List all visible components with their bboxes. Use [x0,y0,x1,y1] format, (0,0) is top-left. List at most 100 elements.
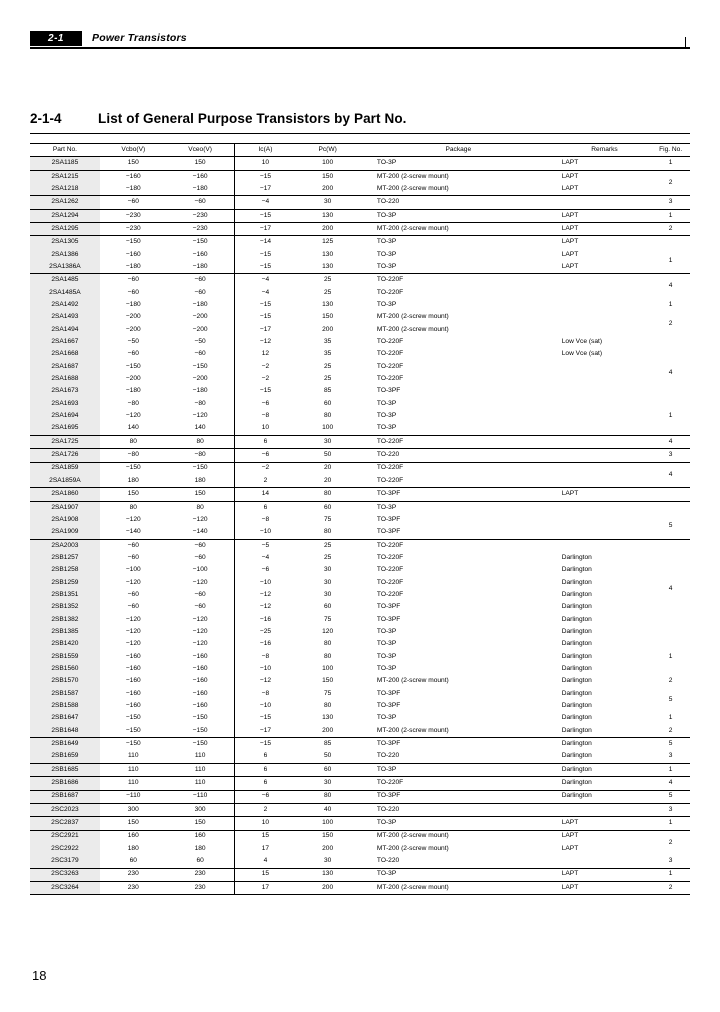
cell-package: TO-3P [376,652,397,660]
cell-package: TO-220F [358,776,558,791]
cell-pc: 20 [323,476,332,484]
cell-remarks: Darlington [561,652,592,660]
cell-package: TO-3P [376,627,397,635]
cell-part-no: 2SC2922 [30,842,100,856]
cell-ic: −4 [261,288,270,296]
cell-vceo: 80 [166,500,235,514]
cell-vcbo: −160 [125,652,141,660]
table-row: 2SA1694 −120 −120 −8 80 TO-3P 1 [30,410,690,423]
cell-part-no: 2SB1587 [30,687,100,701]
cell-package: TO-220F [358,538,558,552]
cell-fig-no: 3 [668,752,673,760]
header-rule [30,47,690,49]
cell-fig-no: 2 [651,829,690,856]
cell-package: TO-3PF [376,689,401,697]
cell-vcbo: −120 [125,515,141,523]
cell-remarks: LAPT [557,156,652,171]
cell-vceo: −160 [166,687,235,701]
table-row: 2SB1382 −120 −120 −16 75 TO-3PF Darlington [30,613,690,627]
cell-package: MT-200 (2-screw mount) [358,880,558,896]
cell-part-no: 2SC2837 [30,816,100,831]
cell-remarks: Darlington [561,714,592,722]
cell-ic: −8 [261,689,270,697]
cell-fig-no [651,487,690,502]
parts-table-wrap: Part No. Vcbo(V) Vceo(V) Ic(A) Pc(W) Pac… [30,142,690,896]
cell-fig-no: 2 [668,677,673,685]
cell-package: TO-220F [376,338,404,346]
cell-remarks: LAPT [557,880,652,896]
cell-pc: 150 [296,829,359,843]
cell-remarks: LAPT [561,184,579,192]
cell-vcbo: 110 [99,762,167,777]
cell-ic: −12 [259,603,272,611]
cell-remarks: LAPT [561,250,579,258]
cell-ic: −6 [234,448,297,463]
section-title: Power Transistors [92,32,187,44]
cell-package: TO-3P [358,762,558,777]
cell-ic: −2 [261,362,270,370]
cell-part-no: 2SC3264 [30,880,100,896]
cell-vceo: −120 [166,410,235,423]
section-tag: 2-1 [30,31,82,46]
cell-part-no: 2SA1688 [30,373,100,386]
cell-pc: 25 [323,362,332,370]
cell-pc: 25 [296,273,359,287]
cell-part-no: 2SB1259 [30,576,100,590]
cell-vceo: −200 [166,311,235,324]
cell-package: TO-3PF [358,737,558,751]
cell-fig-no: 3 [651,802,690,817]
cell-package: TO-3P [376,399,397,407]
cell-pc: 130 [296,208,359,223]
cell-remarks [557,273,652,287]
cell-vceo: −230 [166,208,235,223]
cell-part-no: 2SC3179 [30,855,100,869]
table-row: 2SB1587 −160 −160 −8 75 TO-3PF Darlington 5 [30,687,690,703]
cell-remarks [558,855,652,868]
cell-pc: 30 [323,857,332,865]
cell-package: TO-220F [376,375,404,383]
cell-pc: 200 [322,844,334,852]
cell-remarks [558,423,652,436]
cell-part-no: 2SA1725 [30,434,100,449]
cell-part-no: 2SA1907 [30,500,100,514]
cell-package: TO-3P [376,262,397,270]
cell-remarks: LAPT [557,222,652,236]
cell-pc: 30 [323,590,332,598]
cell-ic: 4 [263,857,268,865]
cell-vceo: −100 [166,564,235,577]
table-row: 2SB1647 −150 −150 −15 130 TO-3P Darlington 1 [30,712,690,725]
cell-pc: 25 [323,553,332,561]
cell-vcbo: −60 [99,538,167,552]
cell-vcbo: 160 [99,829,167,843]
cell-fig-no: 4 [668,584,673,592]
cell-part-no: 2SB1659 [30,750,100,764]
table-row: 2SA1907 80 80 6 60 TO-3P [30,500,690,514]
title-number: 2-1-4 [30,111,62,126]
cell-remarks [558,398,652,410]
cell-part-no: 2SA1485A [30,286,100,300]
table-row: 2SA1305 −150 −150 −14 125 TO-3P LAPT [30,235,690,249]
cell-vcbo: −150 [125,726,141,734]
cell-package: TO-3PF [376,515,401,523]
parts-table: Part No. Vcbo(V) Vceo(V) Ic(A) Pc(W) Pac… [30,142,690,896]
cell-vcbo: 150 [99,487,167,502]
cell-pc: 80 [323,652,332,660]
cell-ic: 15 [234,829,297,843]
cell-vcbo: 110 [128,752,139,760]
cell-vcbo: −200 [125,325,141,333]
table-row: 2SA1859 −150 −150 −2 20 TO-220F 4 [30,461,690,488]
cell-vcbo: −160 [125,250,141,258]
cell-package: TO-220F [358,461,558,475]
cell-remarks: Darlington [557,737,652,751]
cell-package: TO-3P [376,412,397,420]
cell-part-no: 2SA1494 [30,323,100,337]
table-row: 2SA1668 −60 −60 12 35 TO-220F Low Vce (sat) 4 [30,348,690,376]
cell-fig-no [651,626,690,638]
cell-ic: −15 [259,250,272,258]
cell-package: TO-220F [358,434,558,449]
cell-ic: −16 [259,615,272,623]
cell-vceo: −60 [166,273,235,287]
cell-vceo: 140 [166,422,235,436]
cell-package: TO-3PF [376,603,401,611]
cell-vceo: 300 [166,802,235,817]
